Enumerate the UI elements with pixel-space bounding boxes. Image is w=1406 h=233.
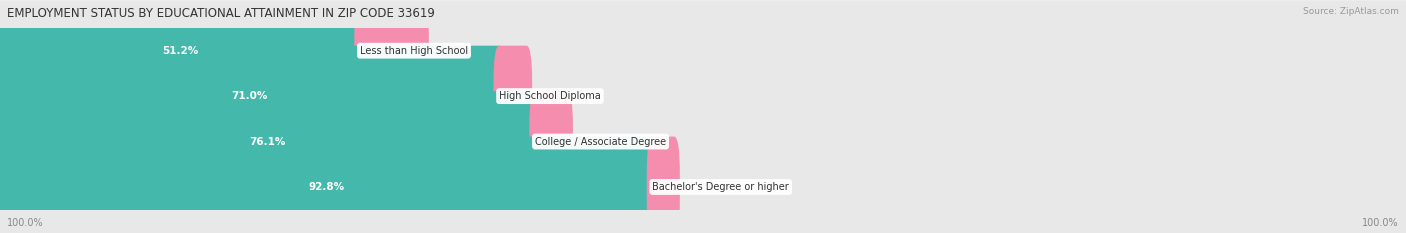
FancyBboxPatch shape: [354, 0, 429, 101]
FancyBboxPatch shape: [0, 91, 540, 192]
FancyBboxPatch shape: [0, 137, 1406, 233]
FancyBboxPatch shape: [0, 46, 1406, 147]
Text: 9.0%: 9.0%: [437, 46, 464, 56]
FancyBboxPatch shape: [647, 137, 681, 233]
Text: 4.6%: 4.6%: [582, 137, 607, 147]
FancyBboxPatch shape: [0, 0, 366, 101]
Text: Source: ZipAtlas.com: Source: ZipAtlas.com: [1303, 7, 1399, 16]
Text: 51.2%: 51.2%: [162, 46, 198, 56]
FancyBboxPatch shape: [0, 91, 1406, 192]
Text: 100.0%: 100.0%: [7, 218, 44, 228]
FancyBboxPatch shape: [0, 46, 505, 147]
Text: 92.8%: 92.8%: [308, 182, 344, 192]
FancyBboxPatch shape: [0, 137, 658, 233]
Text: 3.9%: 3.9%: [540, 91, 567, 101]
Text: 76.1%: 76.1%: [249, 137, 285, 147]
Text: 3.1%: 3.1%: [689, 182, 714, 192]
Text: 71.0%: 71.0%: [232, 91, 267, 101]
FancyBboxPatch shape: [529, 91, 574, 192]
Text: Bachelor's Degree or higher: Bachelor's Degree or higher: [652, 182, 789, 192]
Text: High School Diploma: High School Diploma: [499, 91, 600, 101]
Text: 100.0%: 100.0%: [1362, 218, 1399, 228]
Text: Less than High School: Less than High School: [360, 46, 468, 56]
Text: EMPLOYMENT STATUS BY EDUCATIONAL ATTAINMENT IN ZIP CODE 33619: EMPLOYMENT STATUS BY EDUCATIONAL ATTAINM…: [7, 7, 434, 20]
FancyBboxPatch shape: [0, 0, 1406, 101]
FancyBboxPatch shape: [494, 46, 533, 147]
Text: College / Associate Degree: College / Associate Degree: [534, 137, 666, 147]
